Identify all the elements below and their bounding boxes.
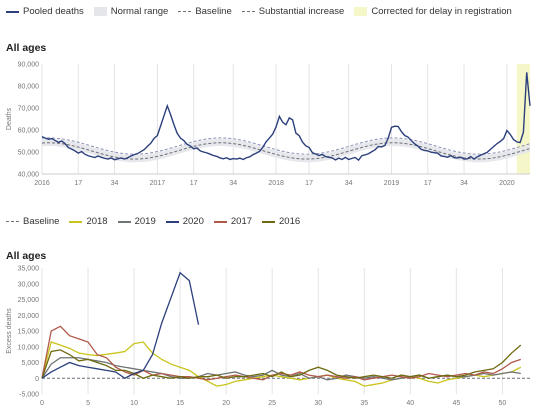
x-tick-label: 17 (74, 180, 82, 187)
y-tick-label: 80,000 (18, 84, 40, 91)
x-tick-label: 30 (314, 400, 322, 407)
legend-bottom: Baseline 2018 2019 2020 2017 2016 (6, 216, 310, 227)
y-tick-label: 90,000 (18, 62, 40, 69)
y-tick-label: 0 (35, 376, 39, 383)
legend-item-2017[interactable]: 2017 (213, 216, 253, 227)
box-swatch-icon (354, 7, 368, 16)
x-tick-label: 2018 (268, 180, 284, 187)
x-tick-label: 17 (190, 180, 198, 187)
x-tick-label: 34 (111, 180, 119, 187)
y-tick-label: 40,000 (18, 172, 40, 179)
x-tick-label: 20 (222, 400, 230, 407)
legend-label: 2016 (279, 216, 301, 227)
y-axis-label: Deaths (6, 107, 13, 130)
x-tick-label: 2016 (34, 180, 50, 187)
x-tick-label: 5 (86, 400, 90, 407)
legend-item-delay-correction[interactable]: Corrected for delay in registration (354, 6, 512, 17)
series-line-2016 (41, 344, 522, 379)
substantial-increase-line (41, 137, 531, 155)
legend-label: Baseline (23, 216, 60, 227)
line-swatch-icon (117, 220, 131, 223)
x-tick-label: 15 (176, 400, 184, 407)
y-tick-label: 60,000 (18, 128, 40, 135)
legend-label: 2018 (86, 216, 108, 227)
legend-item-baseline[interactable]: Baseline (6, 216, 59, 227)
legend-label: Normal range (110, 6, 169, 17)
y-tick-label: 20,000 (18, 313, 40, 320)
dashed-swatch-icon (6, 221, 19, 222)
legend-label: 2017 (230, 216, 253, 227)
x-tick-label: 10 (130, 400, 138, 407)
legend-label: Pooled deaths (23, 6, 84, 17)
excess-deaths-chart: 0 5 10 15 20 25 30 35 40 45 50-5,00005,00010,00015… (6, 266, 530, 407)
y-tick-label: 25,000 (18, 297, 40, 304)
line-swatch-icon (69, 220, 83, 223)
x-tick-label: 40 (406, 400, 414, 407)
x-tick-label: 34 (229, 180, 237, 187)
y-tick-label: 15,000 (18, 329, 40, 336)
legend-item-2019[interactable]: 2019 (117, 216, 156, 227)
legend-item-2020[interactable]: 2020 (165, 216, 204, 227)
pooled-deaths-line (41, 72, 531, 162)
baseline-line (41, 142, 531, 160)
legend-item-2018[interactable]: 2018 (69, 216, 108, 227)
legend-item-normal-range[interactable]: Normal range (93, 6, 169, 17)
line-swatch-icon (262, 220, 276, 223)
dashed-swatch-icon (178, 11, 192, 12)
legend-item-pooled-deaths[interactable]: Pooled deaths (6, 6, 84, 17)
x-tick-label: 50 (498, 400, 506, 407)
y-tick-label: 70,000 (18, 106, 40, 113)
chart1-title: All ages (6, 42, 47, 54)
series-line-2020 (41, 271, 200, 380)
legend-item-baseline[interactable]: Baseline (178, 6, 232, 17)
x-tick-label: 17 (305, 180, 313, 187)
legend-label: Corrected for delay in registration (371, 6, 512, 17)
x-tick-label: 2017 (150, 180, 166, 187)
line-swatch-icon (165, 220, 179, 223)
legend-item-substantial-increase[interactable]: Substantial increase (241, 6, 345, 17)
line-swatch-icon (213, 220, 227, 223)
x-tick-label: 34 (460, 180, 468, 187)
normal-range-band (42, 138, 530, 163)
x-tick-label: 2019 (384, 180, 400, 187)
dashed-swatch-icon (241, 11, 255, 12)
x-tick-label: 45 (452, 400, 460, 407)
y-tick-label: 5,000 (21, 360, 39, 367)
x-tick-label: 25 (268, 400, 276, 407)
chart2-title: All ages (6, 250, 47, 262)
y-tick-label: 10,000 (18, 344, 40, 351)
y-tick-label: -5,000 (19, 392, 39, 399)
line-swatch-icon (6, 10, 19, 13)
legend-label: 2019 (134, 216, 156, 227)
x-tick-label: 2020 (499, 180, 515, 187)
y-axis-label: Excess deaths (6, 308, 13, 354)
legend-top: Pooled deaths Normal range Baseline Subs… (6, 6, 522, 17)
y-tick-label: 35,000 (18, 266, 40, 273)
x-tick-label: 34 (345, 180, 353, 187)
legend-label: 2020 (182, 216, 204, 227)
series-line-2018 (41, 341, 522, 387)
x-tick-label: 0 (40, 400, 44, 407)
legend-label: Substantial increase (258, 6, 345, 17)
pooled-deaths-chart: 2016 17 34 2017 17 34 2018 17 34 2019 17 34 2020 40,0… (6, 62, 531, 187)
legend-label: Baseline (195, 6, 232, 17)
box-swatch-icon (93, 7, 107, 16)
x-tick-label: 17 (424, 180, 432, 187)
legend-item-2016[interactable]: 2016 (262, 216, 300, 227)
y-tick-label: 30,000 (18, 281, 40, 288)
y-tick-label: 50,000 (18, 150, 40, 157)
x-tick-label: 35 (360, 400, 368, 407)
